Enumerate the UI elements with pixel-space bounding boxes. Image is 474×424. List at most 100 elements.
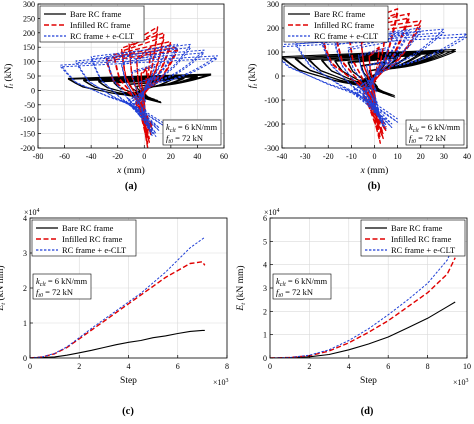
- series-line-bare-rc-frame: [30, 329, 205, 358]
- legend-entry: RC frame + e-CLT: [70, 31, 135, 41]
- series-line-rc-frame-e-clt: [282, 27, 467, 130]
- x-axis-label: x (mm): [116, 165, 145, 176]
- parameter-box-frame: [162, 119, 222, 146]
- y-tick-label: 50: [27, 72, 35, 81]
- x-multiplier: ×103: [453, 378, 469, 387]
- y-axis-label: Et (kN mm): [235, 265, 247, 311]
- y-axis-label-group: ft (kN): [3, 64, 15, 89]
- y-tick-label: 1: [23, 319, 27, 328]
- y-tick-label: 0: [275, 72, 279, 81]
- legend-entry: RC frame + e-CLT: [62, 245, 127, 255]
- legend-entry: Bare RC frame: [70, 9, 122, 19]
- plot-area: [282, 8, 467, 144]
- y-tick-label: -200: [264, 120, 279, 129]
- y-axis-label-group: ft (kN): [247, 64, 259, 89]
- x-tick-label: 4: [127, 362, 131, 371]
- y-tick-label: 4: [263, 261, 267, 270]
- parameter-box-frame: [272, 273, 332, 300]
- stiffness-label: kclt = 6 kN/mm: [409, 122, 460, 134]
- stiffness-label: kclt = 6 kN/mm: [36, 276, 87, 288]
- legend-entry: Infilled RC frame: [314, 20, 375, 30]
- y-tick-label: 3: [23, 249, 27, 258]
- x-tick-label: 40: [463, 152, 471, 161]
- x-tick-label: 40: [193, 152, 201, 161]
- y-tick-label: 6: [263, 214, 267, 223]
- y-tick-label: 250: [23, 14, 35, 23]
- panel-c: 0 2 4 6 8 0 1 2 3 4 Step Et (kN mm) ×104 ×103 Bare RC …: [0, 208, 229, 417]
- series-line-bare-rc-frame: [270, 301, 456, 358]
- y-tick-label: 3: [263, 284, 267, 293]
- y-tick-label: -100: [264, 96, 279, 105]
- x-tick-label: -80: [33, 152, 44, 161]
- plot-area: [270, 241, 456, 358]
- x-tick-label: 0: [373, 152, 377, 161]
- series-line-rc-frame-e-clt: [30, 236, 206, 358]
- x-tick-label: -10: [346, 152, 357, 161]
- y-tick-label: 0: [23, 354, 27, 363]
- y-tick-label: 100: [23, 58, 35, 67]
- panel-b: -40 -30 -20 -10 0 10 20 30 40-300-200-1000100200…: [247, 0, 471, 192]
- y-axis-label: Et (kN mm): [0, 265, 7, 311]
- y-multiplier: ×104: [264, 208, 280, 217]
- panel-a: -80 -60 -40 -20 0 20 40 60-200-150-100-50050100…: [3, 0, 228, 192]
- x-tick-label: 2: [307, 362, 311, 371]
- x-tick-label: -40: [86, 152, 97, 161]
- x-tick-label: 6: [176, 362, 180, 371]
- x-tick-label: 10: [463, 362, 471, 371]
- y-tick-label: -100: [20, 115, 35, 124]
- x-tick-label: 60: [220, 152, 228, 161]
- y-axis-label: ft (kN): [3, 64, 15, 89]
- x-tick-label: 8: [426, 362, 430, 371]
- x-tick-label: 4: [347, 362, 351, 371]
- force-label: ft0 = 72 kN: [36, 287, 73, 299]
- x-tick-label: -40: [277, 152, 288, 161]
- y-tick-label: -200: [20, 144, 35, 153]
- y-tick-label: 300: [267, 0, 279, 9]
- x-axis-label: x (mm): [360, 165, 389, 176]
- y-tick-label: 200: [267, 24, 279, 33]
- y-tick-label: 100: [267, 48, 279, 57]
- legend-entry: Bare RC frame: [391, 223, 443, 233]
- y-tick-label: 150: [23, 43, 35, 52]
- y-tick-label: -50: [24, 101, 35, 110]
- series-line-infilled-rc-frame: [320, 8, 422, 144]
- x-axis-label: Step: [360, 376, 377, 386]
- x-tick-label: 0: [268, 362, 272, 371]
- y-tick-label: -300: [264, 144, 279, 153]
- x-tick-label: -20: [323, 152, 334, 161]
- x-tick-label: 2: [77, 362, 81, 371]
- legend-entry: Bare RC frame: [62, 223, 114, 233]
- y-tick-label: 5: [263, 237, 267, 246]
- x-tick-label: 20: [167, 152, 175, 161]
- x-axis-label: Step: [120, 376, 137, 386]
- parameter-box-frame: [32, 273, 92, 300]
- x-tick-label: -60: [59, 152, 70, 161]
- series-line-rc-frame-e-clt: [60, 43, 218, 137]
- legend-entry: Infilled RC frame: [70, 20, 131, 30]
- x-tick-label: 0: [28, 362, 32, 371]
- plot-area: [60, 26, 218, 148]
- x-tick-label: 20: [417, 152, 425, 161]
- y-tick-label: 2: [23, 284, 27, 293]
- y-tick-label: 0: [263, 354, 267, 363]
- x-tick-label: -20: [112, 152, 123, 161]
- y-tick-label: -150: [20, 130, 35, 139]
- series-line-rc-frame-e-clt: [270, 241, 456, 358]
- x-tick-label: 30: [440, 152, 448, 161]
- series-line-infilled-rc-frame: [30, 261, 206, 358]
- legend-entry: RC frame + e-CLT: [391, 245, 456, 255]
- stiffness-label: kclt = 6 kN/mm: [166, 122, 217, 134]
- y-tick-label: 4: [23, 214, 27, 223]
- panel-label: (d): [361, 406, 374, 417]
- y-tick-label: 300: [23, 0, 35, 9]
- panel-label: (a): [125, 181, 138, 192]
- x-tick-label: -30: [300, 152, 311, 161]
- force-label: ft0 = 72 kN: [409, 133, 446, 145]
